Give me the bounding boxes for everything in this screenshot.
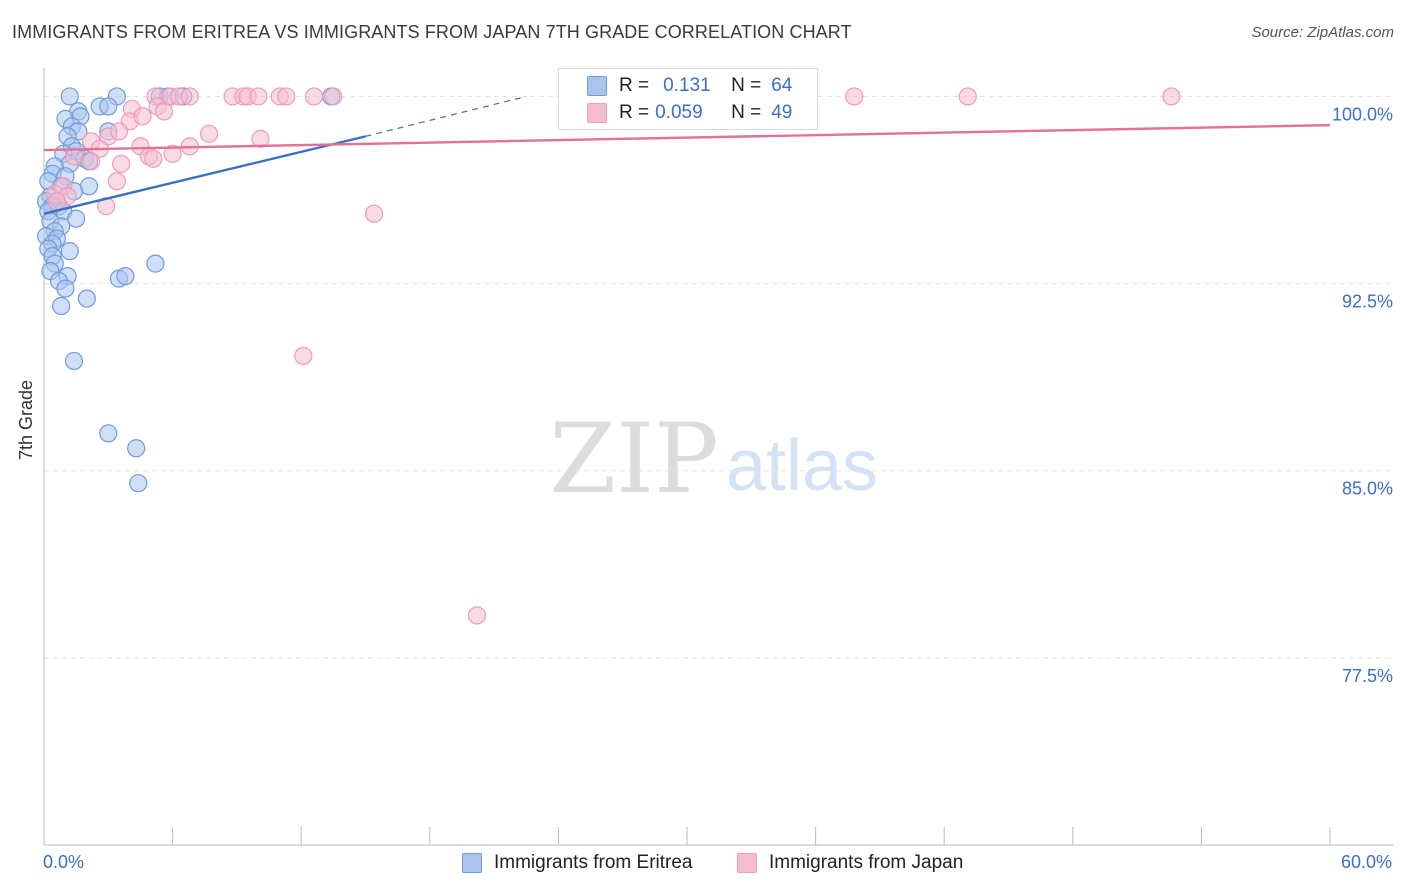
series-legend-japan[interactable]: Immigrants from Japan	[737, 852, 963, 874]
y-tick-label: 77.5%	[1342, 666, 1393, 686]
y-tick-label: 85.0%	[1342, 479, 1393, 499]
japan-point	[304, 87, 324, 106]
japan-point	[133, 107, 152, 126]
series-swatch-eritrea	[462, 853, 482, 873]
japan-point	[364, 204, 384, 223]
japan-point	[958, 87, 977, 106]
y-tick-label: 100.0%	[1332, 104, 1393, 124]
legend-r-label: R =	[619, 75, 650, 96]
chart-title: IMMIGRANTS FROM ERITREA VS IMMIGRANTS FR…	[12, 22, 852, 42]
eritrea-point	[77, 289, 96, 308]
eritrea-point	[146, 254, 165, 273]
legend-n-label: N =	[731, 75, 762, 96]
watermark-zip: ZIP	[549, 403, 718, 515]
watermark: ZIP atlas	[549, 403, 878, 515]
eritrea-point	[52, 296, 71, 316]
eritrea-trendline	[43, 135, 366, 215]
japan-point	[324, 87, 343, 106]
eritrea-point	[79, 177, 99, 196]
japan-point	[249, 87, 268, 106]
japan-point	[112, 154, 131, 173]
stats-legend: R = 0.131 N = 64 R = 0.059 N = 49	[558, 68, 818, 130]
x-tick-label-min: 0.0%	[43, 852, 85, 872]
legend-r-label: R =	[619, 102, 650, 123]
japan-point	[251, 129, 270, 148]
japan-point	[467, 606, 487, 625]
japan-point	[163, 144, 182, 163]
eritrea-point	[99, 97, 118, 116]
axis-layer	[43, 68, 1394, 846]
x-tick-label-max: 60.0%	[1340, 852, 1392, 872]
legend-swatch-eritrea	[587, 76, 607, 96]
eritrea-point	[116, 266, 135, 286]
japan-trendline	[43, 123, 1331, 152]
y-tick-label: 92.5%	[1342, 292, 1393, 312]
japan-point	[109, 122, 129, 141]
series-swatch-japan	[737, 853, 757, 873]
legend-n-label: N =	[731, 102, 762, 123]
legend-swatch-japan	[587, 103, 607, 123]
y-axis-label: 7th Grade	[16, 379, 36, 460]
source-credit: Source: ZipAtlas.com	[1251, 24, 1394, 41]
japan-point	[294, 346, 313, 366]
eritrea-trendline-extension	[365, 95, 527, 137]
japan-point	[845, 87, 864, 106]
y-tick-labels: 100.0% 92.5% 85.0% 77.5%	[1332, 104, 1393, 685]
legend-row-eritrea: R = 0.131 N = 64	[587, 74, 792, 98]
legend-r-value: 0.059	[655, 102, 703, 123]
japan-point	[144, 149, 163, 168]
japan-point	[47, 192, 66, 211]
legend-n-value: 64	[771, 75, 793, 96]
japan-point	[154, 102, 174, 121]
japan-point	[199, 124, 219, 143]
japan-point	[107, 172, 126, 191]
japan-point	[277, 87, 296, 106]
grid-layer	[44, 95, 1394, 659]
eritrea-point	[127, 439, 146, 458]
eritrea-point	[67, 209, 86, 228]
eritrea-point	[129, 474, 148, 493]
series-legend-eritrea[interactable]: Immigrants from Eritrea	[462, 852, 692, 874]
legend-row-japan: R = 0.059 N = 49	[587, 101, 792, 125]
eritrea-point	[60, 87, 79, 106]
eritrea-point	[60, 242, 79, 261]
eritrea-point	[56, 279, 75, 298]
series-legend: Immigrants from Eritrea Immigrants from …	[0, 852, 1406, 878]
japan-point	[180, 87, 199, 106]
trendline-layer	[43, 95, 1331, 215]
watermark-atlas: atlas	[726, 426, 878, 506]
series-label-eritrea: Immigrants from Eritrea	[494, 852, 693, 873]
eritrea-point	[99, 424, 118, 443]
eritrea-point	[64, 351, 84, 371]
legend-r-value: 0.131	[663, 75, 711, 96]
legend-n-value: 49	[771, 102, 793, 123]
series-label-japan: Immigrants from Japan	[769, 852, 964, 873]
japan-point	[64, 147, 84, 166]
japan-point	[82, 152, 101, 171]
points-layer	[37, 87, 1181, 625]
japan-point	[1162, 87, 1181, 106]
